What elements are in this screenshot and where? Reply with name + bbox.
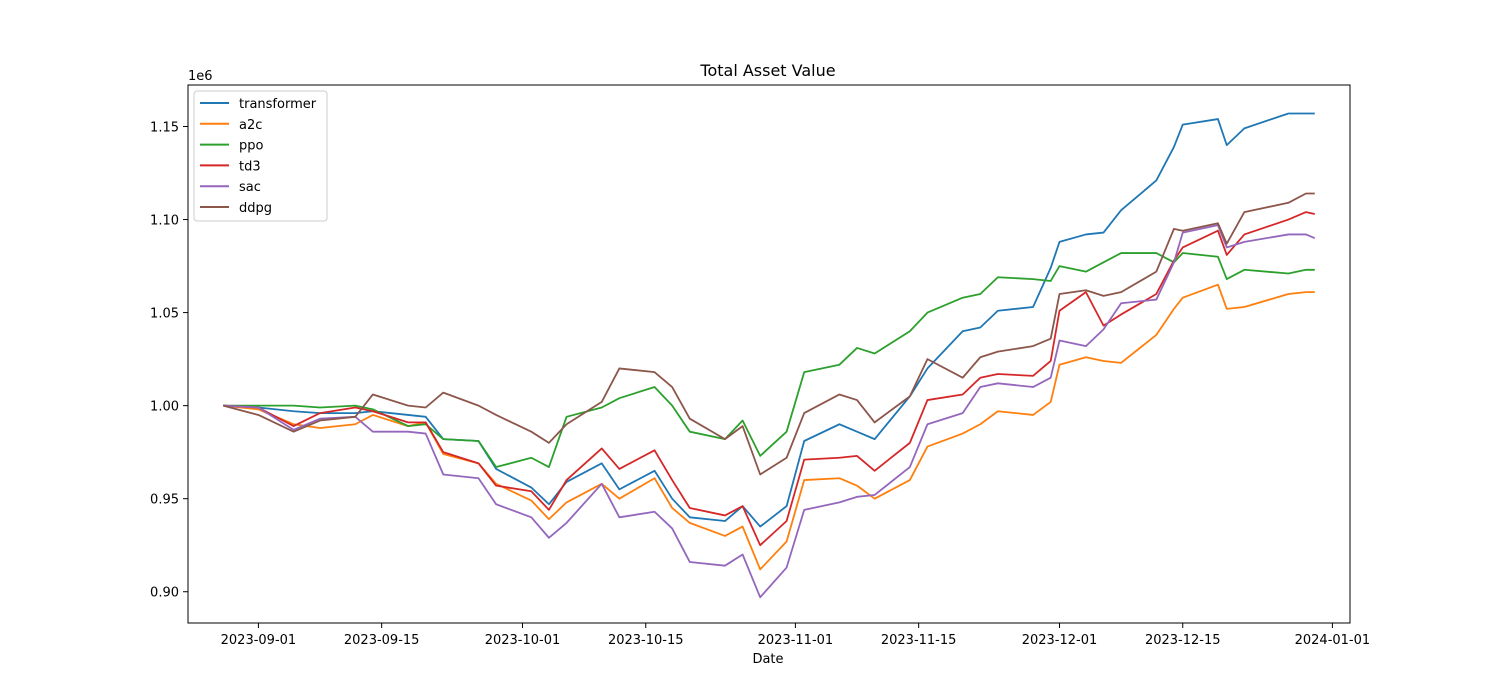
series-line-ppo [223,252,1315,468]
legend-label: sac [239,180,261,195]
y-tick-label: 0.95 [150,493,179,508]
legend-label: ddpg [239,201,272,216]
chart-title: Total Asset Value [699,61,835,80]
x-tick-label: 2023-11-01 [758,633,834,648]
series-line-transformer [223,112,1315,528]
x-tick-label: 2024-01-01 [1295,633,1371,648]
y-tick-label: 0.90 [150,586,179,601]
series-line-ddpg [222,192,1315,476]
series-lines [222,112,1316,599]
y-tick-label: 1.15 [150,120,179,135]
y-axis: 0.90 0.95 1.00 1.05 1.10 1.15 [150,120,188,601]
series-line-td3 [223,211,1315,547]
x-tick-label: 2023-12-01 [1022,633,1098,648]
plot-area-frame [187,84,1351,624]
series-line-sac [223,224,1316,599]
y-tick-label: 1.05 [150,307,179,322]
y-offset-label: 1e6 [188,69,213,84]
x-tick-label: 2023-11-15 [881,633,957,648]
x-tick-label: 2023-09-01 [221,633,297,648]
y-tick-label: 1.10 [150,214,179,229]
series-line-a2c [223,283,1315,571]
legend-label: a2c [239,118,262,133]
x-axis: 2023-09-01 2023-09-15 2023-10-01 2023-10-15… [221,623,1371,648]
y-tick-label: 1.00 [150,400,179,415]
x-tick-label: 2023-10-01 [485,633,561,648]
x-tick-label: 2023-12-15 [1145,633,1221,648]
legend-label: transformer [239,97,317,112]
legend-label: td3 [239,159,261,174]
x-axis-label: Date [752,652,783,667]
legend-label: ppo [239,139,264,154]
legend: transformer a2c ppo td3 sac ddpg [193,90,328,222]
x-tick-label: 2023-10-15 [608,633,684,648]
x-tick-label: 2023-09-15 [344,633,420,648]
